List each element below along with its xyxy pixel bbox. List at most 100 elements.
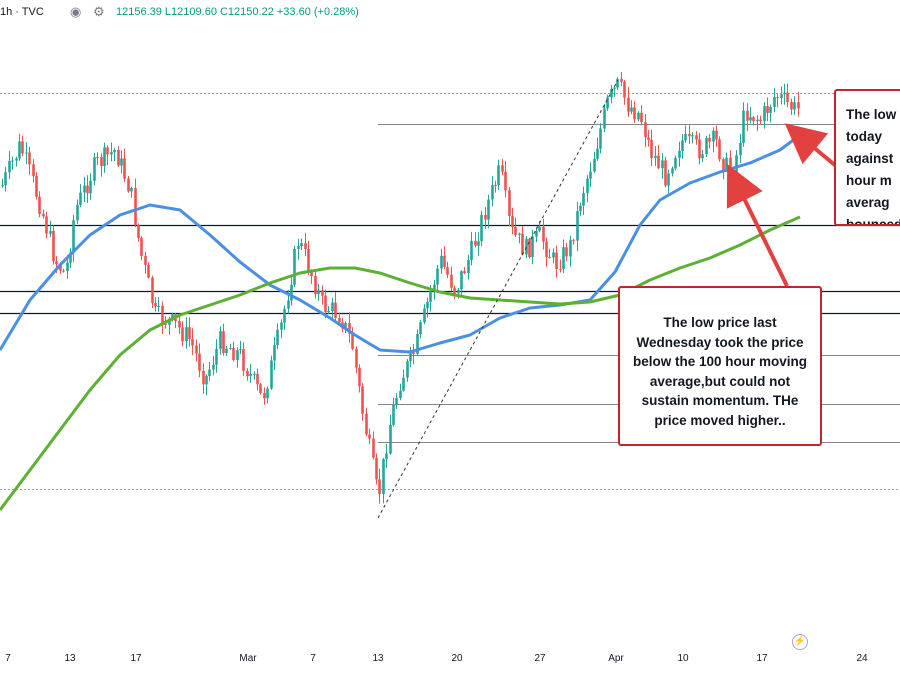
candle-body bbox=[178, 321, 181, 328]
candle-body bbox=[300, 243, 303, 246]
candle-body bbox=[157, 305, 160, 307]
candle-body bbox=[21, 141, 24, 154]
x-tick-label: 13 bbox=[372, 653, 384, 664]
candle-body bbox=[239, 349, 242, 351]
candle-body bbox=[59, 264, 62, 271]
symbol-label[interactable]: 1h · TVC bbox=[0, 6, 44, 18]
candle-body bbox=[140, 237, 143, 256]
candle-body bbox=[688, 133, 691, 137]
candle-body bbox=[154, 303, 157, 307]
candle-body bbox=[433, 284, 436, 292]
candle-body bbox=[378, 479, 381, 494]
callout-bottom: The low price last Wednesday took the pr… bbox=[618, 286, 822, 446]
x-tick-label: Apr bbox=[608, 653, 624, 664]
candle-body bbox=[681, 140, 684, 151]
candle-body bbox=[756, 119, 759, 122]
candle-body bbox=[130, 188, 133, 192]
candle-body bbox=[535, 230, 538, 237]
candle-body bbox=[351, 333, 354, 349]
candle-body bbox=[501, 165, 504, 172]
candle-body bbox=[497, 165, 500, 186]
candle-body bbox=[450, 274, 453, 288]
x-tick-label: 17 bbox=[130, 653, 142, 664]
callout-right-line: bounced bbox=[846, 217, 900, 226]
candle-body bbox=[49, 231, 52, 234]
trendline-dashed bbox=[377, 79, 619, 519]
candle-body bbox=[123, 158, 126, 179]
candle-body bbox=[695, 135, 698, 140]
candle-body bbox=[395, 397, 398, 405]
candle-body bbox=[545, 241, 548, 257]
candle-body bbox=[283, 308, 286, 323]
x-tick-label: Mar bbox=[239, 653, 257, 664]
candle-body bbox=[508, 190, 511, 217]
callout-right-line: The low bbox=[846, 107, 897, 122]
candle-body bbox=[355, 348, 358, 368]
candle-body bbox=[327, 311, 330, 312]
candle-body bbox=[470, 240, 473, 261]
candle-body bbox=[361, 386, 364, 414]
candle-body bbox=[443, 255, 446, 268]
candle-body bbox=[406, 361, 409, 378]
candle-body bbox=[793, 102, 796, 110]
candle-body bbox=[4, 172, 7, 186]
candle-body bbox=[236, 350, 239, 360]
callout-right-line: averag bbox=[846, 195, 890, 210]
callout-right-line: today bbox=[846, 129, 883, 144]
candle-body bbox=[419, 322, 422, 335]
candle-body bbox=[705, 137, 708, 155]
candle-body bbox=[120, 158, 123, 166]
candle-body bbox=[38, 196, 41, 214]
candle-body bbox=[392, 405, 395, 425]
candle-body bbox=[293, 248, 296, 285]
candle-body bbox=[106, 147, 109, 155]
candle-body bbox=[287, 300, 290, 309]
candle-body bbox=[72, 220, 75, 253]
candle-body bbox=[572, 239, 575, 241]
candle-body bbox=[773, 97, 776, 107]
candle-body bbox=[739, 143, 742, 156]
candle-body bbox=[477, 241, 480, 246]
candle-body bbox=[766, 106, 769, 113]
moving-averages bbox=[0, 133, 801, 511]
candle-body bbox=[358, 367, 361, 387]
candle-body bbox=[368, 434, 371, 439]
candle-body bbox=[246, 370, 249, 377]
candle-body bbox=[678, 150, 681, 158]
callout-right-line: hour m bbox=[846, 173, 892, 188]
candle-body bbox=[331, 302, 334, 311]
candle-body bbox=[389, 424, 392, 454]
candle-body bbox=[219, 331, 222, 349]
candle-body bbox=[783, 92, 786, 95]
candle-body bbox=[365, 413, 368, 435]
candle-body bbox=[314, 276, 317, 295]
lightning-icon[interactable]: ⚡ bbox=[792, 634, 808, 650]
candle-body bbox=[671, 168, 674, 174]
candle-body bbox=[776, 97, 779, 99]
candle-body bbox=[742, 110, 745, 143]
candle-body bbox=[491, 185, 494, 200]
candle-body bbox=[732, 175, 735, 182]
candle-body bbox=[712, 130, 715, 142]
candle-body bbox=[562, 247, 565, 270]
candle-body bbox=[440, 255, 443, 269]
candle-body bbox=[55, 261, 58, 265]
candle-body bbox=[453, 287, 456, 294]
horizontal-levels bbox=[0, 93, 900, 490]
candle-body bbox=[620, 78, 623, 82]
gear-icon[interactable]: ⚙ bbox=[93, 4, 105, 19]
candle-body bbox=[494, 185, 497, 187]
eye-icon[interactable]: ◉ bbox=[70, 4, 82, 19]
candle-body bbox=[715, 130, 718, 140]
candle-body bbox=[514, 226, 517, 235]
x-tick-label: 24 bbox=[856, 653, 868, 664]
candle-body bbox=[52, 231, 55, 262]
candle-body bbox=[348, 322, 351, 334]
candle-body bbox=[511, 216, 514, 227]
candle-body bbox=[42, 213, 45, 217]
candle-body bbox=[480, 214, 483, 242]
candle-body bbox=[474, 240, 477, 246]
candle-body bbox=[664, 160, 667, 186]
arrow-to-low bbox=[726, 164, 789, 287]
